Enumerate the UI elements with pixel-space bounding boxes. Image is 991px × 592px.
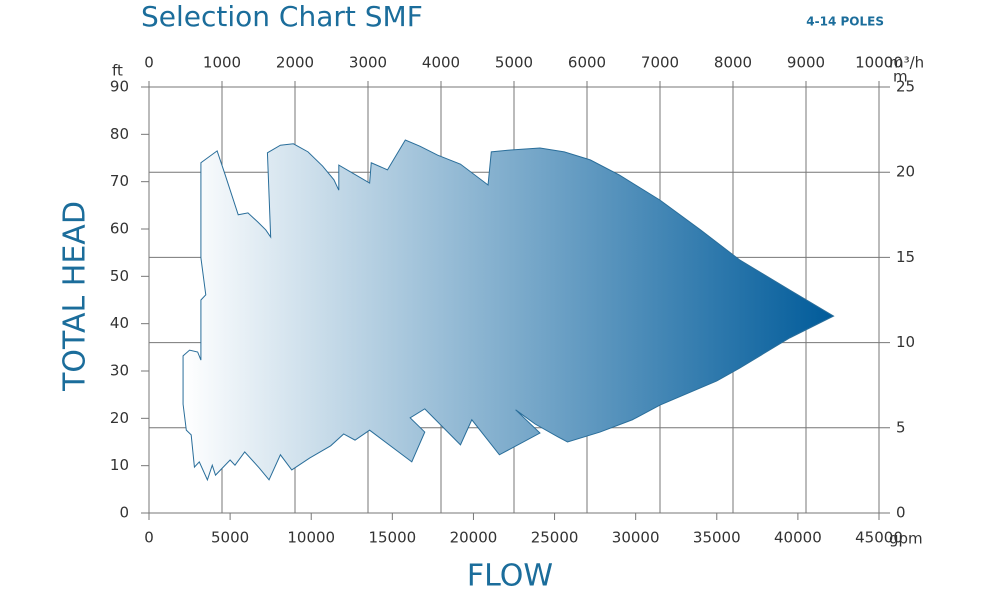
y-tick-label: 80 <box>110 125 129 143</box>
y-tick-label: 30 <box>110 362 129 380</box>
x2-tick-label: 4000 <box>422 54 460 72</box>
y-tick-label: 70 <box>110 172 129 190</box>
x2-unit: m³/h <box>889 54 924 72</box>
x-tick-label: 0 <box>144 529 154 547</box>
y2-tick-label: 20 <box>896 163 915 181</box>
selection-area <box>182 139 835 482</box>
y2-tick-label: 10 <box>896 333 915 351</box>
chart-subtitle: 4-14 POLES <box>806 15 884 29</box>
y2-tick-label: 25 <box>896 78 915 96</box>
x-tick-label: 20000 <box>450 529 498 547</box>
y2-tick-label: 5 <box>896 418 906 436</box>
x-tick-label: 10000 <box>287 529 335 547</box>
x-axis-label: FLOW <box>467 559 553 592</box>
x-tick-label: 15000 <box>368 529 416 547</box>
x-tick-label: 5000 <box>211 529 249 547</box>
x2-tick-label: 8000 <box>714 54 752 72</box>
chart-title: Selection Chart SMF <box>141 0 423 33</box>
x2-tick-label: 0 <box>144 54 154 72</box>
y-axis-label: TOTAL HEAD <box>58 201 93 392</box>
x-tick-label: 25000 <box>531 529 579 547</box>
y-unit: ft <box>112 62 123 80</box>
x2-tick-label: 6000 <box>568 54 606 72</box>
x-tick-label: 45000 <box>855 529 903 547</box>
x-tick-label: 35000 <box>693 529 741 547</box>
x2-tick-label: 5000 <box>495 54 533 72</box>
x-tick-label: 30000 <box>612 529 660 547</box>
y-tick-label: 40 <box>110 314 129 332</box>
y2-unit: m <box>893 68 908 86</box>
y2-tick-label: 0 <box>896 504 906 522</box>
y-tick-label: 10 <box>110 456 129 474</box>
y2-tick-label: 15 <box>896 248 915 266</box>
x2-tick-label: 10000 <box>855 54 903 72</box>
y-tick-label: 20 <box>110 409 129 427</box>
x2-tick-label: 9000 <box>787 54 825 72</box>
x-unit: gpm <box>889 530 923 548</box>
x2-tick-label: 2000 <box>276 54 314 72</box>
y-tick-label: 50 <box>110 267 129 285</box>
y-tick-label: 90 <box>110 78 129 96</box>
y-tick-label: 0 <box>119 504 129 522</box>
x-tick-label: 40000 <box>774 529 822 547</box>
x2-tick-label: 1000 <box>203 54 241 72</box>
y-tick-label: 60 <box>110 220 129 238</box>
x2-tick-label: 7000 <box>641 54 679 72</box>
x2-tick-label: 3000 <box>349 54 387 72</box>
